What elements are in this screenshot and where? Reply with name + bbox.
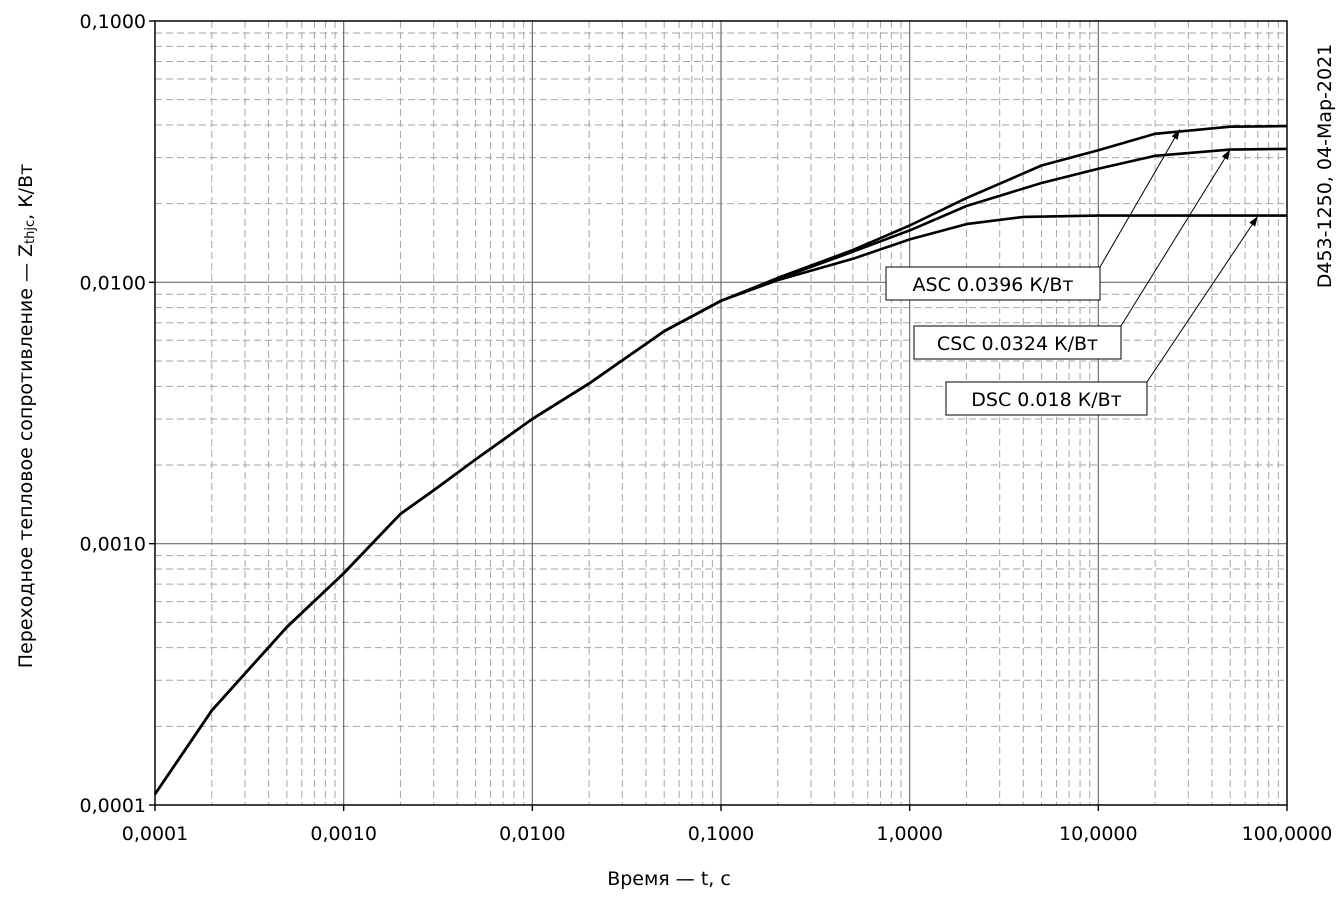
y-tick-label: 0,0010 <box>80 534 146 556</box>
callout-label: ASC 0.0396 К/Вт <box>913 274 1074 296</box>
callout-3: DSC 0.018 К/Вт <box>945 215 1259 416</box>
x-tick-labels: 0,0001 0,0010 0,0100 0,1000 1,0000 10,0000 100… <box>122 805 1333 845</box>
x-tick-label: 0,1000 <box>688 823 754 845</box>
callouts: ASC 0.0396 К/Вт CSC 0.0324 К/Вт DSC 0.018 … <box>885 129 1259 416</box>
callout-2: CSC 0.0324 К/Вт <box>913 149 1231 360</box>
callout-1: ASC 0.0396 К/Вт <box>885 129 1181 301</box>
y-tick-label: 0,1000 <box>80 11 146 33</box>
y-tick-label: 0,0001 <box>80 795 146 817</box>
x-tick-label: 0,0001 <box>122 823 188 845</box>
y-tick-label: 0,0100 <box>80 272 146 294</box>
x-tick-label: 10,0000 <box>1059 823 1138 845</box>
x-axis-title: Время — t, с <box>607 868 731 890</box>
callout-arrowhead <box>1249 216 1258 227</box>
callout-label: DSC 0.018 К/Вт <box>971 389 1121 411</box>
y-tick-labels: 0,0001 0,0010 0,0100 0,1000 <box>80 11 155 817</box>
callout-leader-line <box>1099 129 1181 268</box>
callout-leader-line <box>1120 149 1231 327</box>
y-axis-title-subscript: thjc <box>23 220 38 244</box>
x-tick-label: 1,0000 <box>876 823 942 845</box>
x-tick-label: 100,0000 <box>1242 823 1333 845</box>
callout-box <box>945 381 1148 416</box>
y-axis-title-main: Переходное тепловое сопротивление — Z <box>15 244 37 668</box>
callout-arrowhead <box>1221 149 1231 160</box>
x-tick-label: 0,0100 <box>499 823 565 845</box>
callout-label: CSC 0.0324 К/Вт <box>937 333 1098 355</box>
callout-arrowhead <box>1171 129 1180 140</box>
x-tick-label: 0,0010 <box>310 823 376 845</box>
series-line-3 <box>153 214 1287 795</box>
callout-leader-line <box>1146 215 1259 383</box>
curves <box>153 124 1288 795</box>
callout-box <box>913 325 1122 360</box>
y-axis-title-unit: , К/Вт <box>15 164 37 220</box>
callout-box <box>885 266 1101 301</box>
document-stamp: D453-1250, 04-Мар-2021 <box>1314 44 1336 289</box>
y-axis-title: Переходное тепловое сопротивление — Zthj… <box>15 164 38 668</box>
